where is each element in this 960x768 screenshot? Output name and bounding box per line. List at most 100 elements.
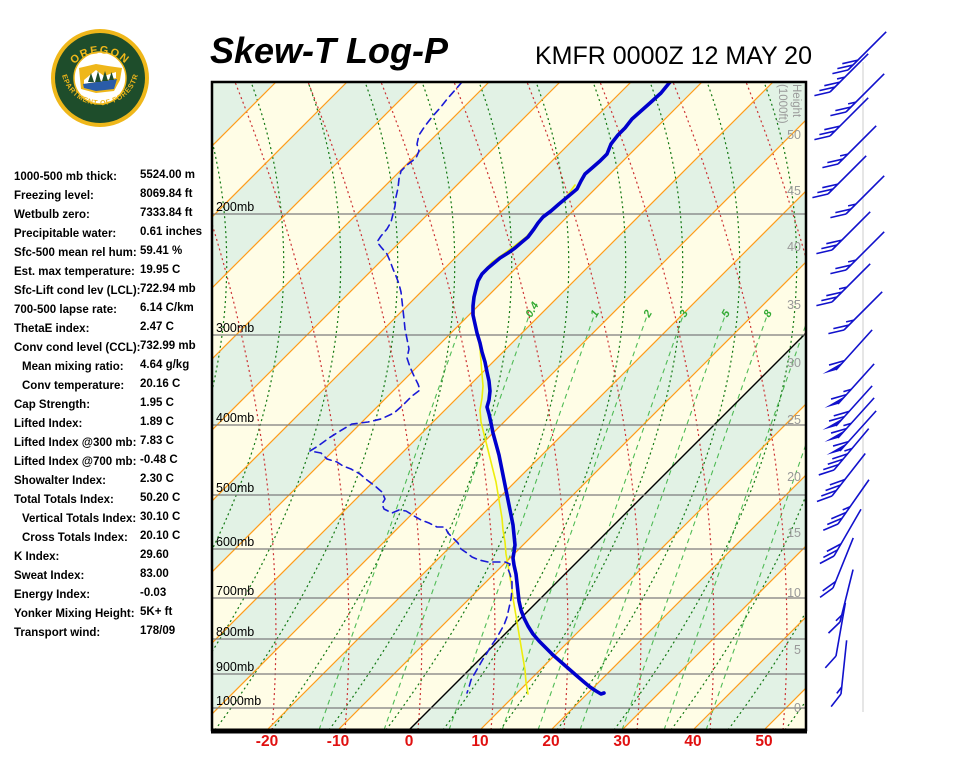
index-label: Transport wind: — [14, 627, 101, 639]
barb-staff — [839, 410, 877, 452]
dry-adiabat — [499, 82, 684, 730]
barb-half — [843, 422, 852, 427]
barb-full — [835, 264, 852, 270]
barb-full — [832, 69, 849, 75]
index-value: 20.10 C — [140, 530, 181, 542]
index-label: Mean mixing ratio: — [22, 361, 124, 373]
barb-staff — [837, 125, 877, 165]
pressure-label: 1000mb — [216, 694, 261, 708]
barb-full — [830, 393, 847, 400]
index-value: 29.60 — [140, 549, 169, 561]
barb-half — [836, 76, 846, 80]
pressure-label: 700mb — [216, 584, 254, 598]
temp-axis-label: 10 — [471, 733, 488, 750]
barb-full — [828, 415, 845, 422]
index-row: Freezing level: 8069.84 ft — [14, 185, 214, 204]
barb-half — [843, 388, 852, 393]
index-label: Lifted Index: — [14, 418, 83, 430]
barb-full — [827, 621, 841, 634]
index-label: K Index: — [14, 551, 60, 563]
index-label: 1000-500 mb thick: — [14, 171, 117, 183]
barb-full — [826, 543, 842, 553]
index-row: K Index: 29.60 — [14, 546, 214, 565]
barb-full — [819, 587, 834, 599]
barb-full — [826, 517, 843, 526]
station-datetime: KMFR 0000Z 12 MAY 20 — [535, 42, 812, 70]
barb-half — [847, 203, 857, 207]
isotherm — [212, 82, 632, 502]
barb-full — [826, 291, 843, 297]
dry-adiabat — [271, 82, 456, 730]
index-value: 1.89 C — [140, 416, 174, 428]
barb-staff — [835, 385, 873, 427]
dry-adiabat — [0, 82, 170, 730]
barb-full — [826, 239, 843, 245]
height-label: 45 — [787, 184, 801, 198]
index-row: Sweat Index: 83.00 — [14, 565, 214, 584]
index-value: 178/09 — [140, 625, 176, 637]
barb-staff — [829, 97, 869, 137]
index-label: ThetaE index: — [14, 323, 90, 335]
barb-half — [842, 506, 851, 511]
barb-staff — [835, 329, 873, 371]
index-value: 1.95 C — [140, 397, 174, 409]
barb-pennant — [824, 395, 846, 408]
barb-full — [822, 163, 839, 169]
index-value: 732.99 mb — [140, 340, 196, 352]
index-row: Cap Strength: 1.95 C — [14, 394, 214, 413]
isotherm — [212, 82, 490, 360]
isotherm — [212, 82, 419, 289]
barb-full — [824, 81, 841, 87]
temp-axis-label: 0 — [405, 733, 414, 750]
barb-full — [828, 359, 845, 366]
index-value: 2.30 C — [140, 473, 174, 485]
barb-full — [822, 183, 839, 189]
height-label: 5 — [794, 643, 801, 657]
barb-full — [821, 244, 838, 250]
isotherm — [212, 119, 806, 715]
index-value: 8069.84 ft — [140, 188, 193, 200]
barb-full — [822, 523, 839, 531]
dry-adiabat — [0, 82, 113, 730]
isotherm — [212, 82, 774, 644]
pressure-label: 900mb — [216, 660, 254, 674]
index-value: 7.83 C — [140, 435, 174, 447]
index-label: Lifted Index @700 mb: — [14, 456, 137, 468]
isotherm — [550, 474, 806, 730]
barb-staff — [837, 479, 870, 525]
index-label: Freezing level: — [14, 190, 94, 202]
pressure-label: 300mb — [216, 321, 254, 335]
mixing-ratio-line — [705, 442, 806, 730]
barb-staff — [829, 53, 869, 93]
index-value: 30.10 C — [140, 511, 181, 523]
index-label: Conv temperature: — [22, 380, 125, 392]
barb-full — [833, 324, 850, 330]
barb-full — [832, 440, 849, 447]
index-row: Precipitable water: 0.61 inches — [14, 223, 214, 242]
mixing-ratio-line — [448, 314, 595, 730]
dry-adiabat — [385, 82, 570, 730]
barb-half — [838, 286, 848, 290]
index-row: Energy Index: -0.03 — [14, 584, 214, 603]
index-label: Sfc-Lift cond lev (LCL): — [14, 285, 141, 297]
barb-staff — [831, 211, 871, 251]
barb-full — [816, 249, 833, 255]
barb-full — [812, 193, 829, 199]
barb-staff — [833, 508, 862, 557]
temp-axis-label: 50 — [755, 733, 772, 750]
index-row: Yonker Mixing Height: 5K+ ft — [14, 603, 214, 622]
barb-full — [817, 188, 834, 194]
barb-staff — [837, 397, 875, 439]
barb-staff — [847, 31, 887, 71]
dry-adiabat — [556, 82, 741, 730]
barb-full — [830, 693, 842, 708]
isotherm — [266, 190, 806, 730]
dry-adiabat — [212, 82, 285, 552]
mixing-ratio-line — [501, 314, 648, 730]
height-label: 15 — [787, 526, 801, 540]
index-row: Cross Totals Index: 20.10 C — [14, 527, 214, 546]
index-row: ThetaE index: 2.47 C — [14, 318, 214, 337]
barb-full — [830, 427, 847, 434]
barb-staff — [839, 569, 854, 623]
barb-full — [835, 106, 852, 112]
